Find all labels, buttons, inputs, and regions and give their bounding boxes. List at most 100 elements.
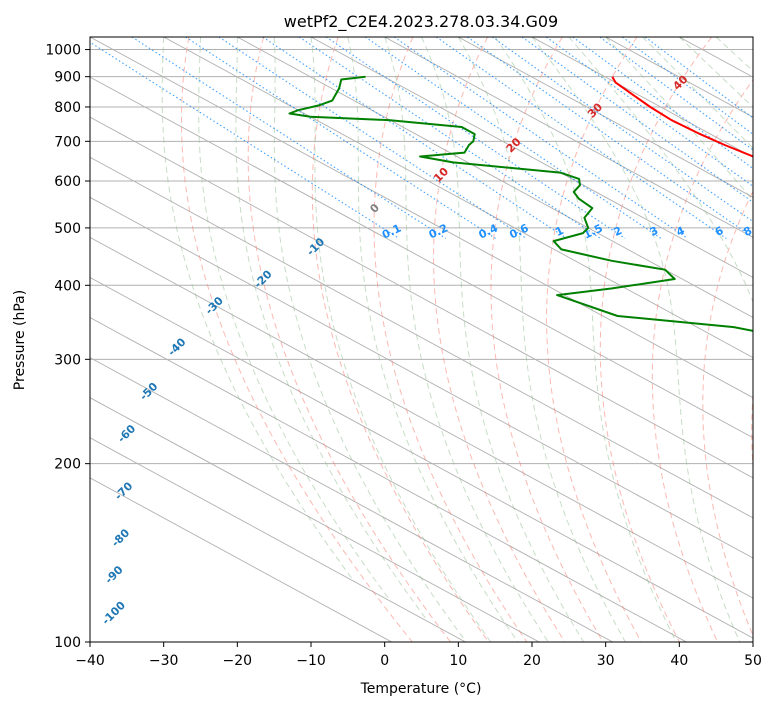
isotherm-line	[458, 37, 753, 198]
dry-adiabat-label: 10	[431, 165, 451, 185]
dry-adiabat-label: -30	[203, 294, 226, 317]
isotherm-line	[90, 116, 753, 479]
isotherm-line	[90, 477, 392, 642]
moist-adiabat-line	[384, 37, 549, 642]
isotherm-line	[90, 37, 753, 399]
x-tick-label: 40	[670, 653, 688, 669]
moist-adiabat-line	[273, 37, 467, 642]
mixing-ratio-line	[90, 41, 400, 239]
isotherm-line	[90, 317, 687, 642]
mixing-ratio-line	[325, 37, 626, 239]
moist-adiabat-line	[531, 37, 741, 642]
dry-adiabat-line	[490, 37, 604, 642]
y-tick-label: 400	[54, 278, 81, 294]
mixing-ratio-line	[185, 37, 496, 239]
isotherm-line	[90, 357, 613, 642]
dry-adiabat-line	[373, 37, 528, 642]
mixing-ratio-line	[218, 37, 527, 239]
dry-adiabat-label: 30	[585, 100, 605, 120]
dry-adiabat-line	[651, 78, 753, 642]
isotherm-line	[90, 437, 466, 642]
mixing-ratio-label: 6	[713, 224, 726, 239]
dry-adiabat-label: -80	[109, 526, 132, 549]
isotherm-line	[679, 37, 753, 78]
mixing-ratio-line	[298, 37, 601, 239]
dry-adiabat-label: -70	[112, 479, 135, 502]
mixing-ratio-label: 0.6	[507, 221, 530, 241]
moist-adiabat-line	[715, 37, 753, 72]
mixing-ratio-line	[131, 37, 446, 239]
background-lines	[90, 37, 753, 642]
isotherm-line	[310, 37, 753, 278]
x-tick-label: 20	[523, 653, 541, 669]
mixing-ratio-label: 0.2	[427, 221, 450, 241]
mixing-ratio-label: 8	[742, 224, 754, 239]
isotherm-line	[90, 196, 753, 559]
isotherm-line	[237, 37, 753, 319]
isotherm-line	[90, 236, 753, 599]
moist-adiabat-line	[161, 37, 355, 582]
x-tick-label: 30	[597, 653, 615, 669]
x-tick-label: 10	[449, 653, 467, 669]
moist-adiabat-line	[494, 37, 677, 642]
isotherm-line	[752, 37, 753, 38]
y-tick-label: 100	[54, 635, 81, 651]
mixing-ratio-line	[545, 37, 753, 187]
x-tick-label: −40	[75, 653, 105, 669]
mixing-ratio-line	[521, 37, 753, 203]
x-tick-label: 0	[380, 653, 389, 669]
y-tick-label: 800	[54, 100, 81, 116]
dry-adiabat-label: -10	[304, 235, 327, 258]
moist-adiabat-line	[457, 37, 626, 642]
mixing-ratio-line	[572, 37, 753, 170]
isotherm-line	[90, 76, 753, 439]
temperature-profile-line	[611, 76, 753, 158]
y-tick-label: 300	[54, 352, 81, 368]
dry-adiabat-label: -50	[137, 380, 160, 403]
isotherm-line	[90, 156, 753, 519]
moist-adiabat-line	[421, 37, 585, 642]
dry-adiabat-label: -40	[165, 335, 188, 358]
mixing-ratio-label: 0.4	[477, 221, 500, 241]
moist-adiabat-line	[678, 37, 753, 108]
y-tick-label: 200	[54, 457, 81, 473]
mixing-ratio-line	[262, 37, 568, 239]
isotherm-line	[90, 276, 753, 639]
x-tick-label: −10	[296, 653, 326, 669]
axis-ticks: −40 −30 −20 −10 0 10 20 30 40 50 100 200 300 400 500 6 0…	[45, 43, 762, 669]
dewpoint-profile-line	[288, 75, 753, 332]
dry-adiabat-line	[545, 37, 642, 642]
dry-adiabat-label: -90	[102, 563, 125, 586]
isotherm-line	[384, 37, 753, 238]
dry-adiabat-line	[433, 37, 566, 642]
moist-adiabat-line	[605, 37, 753, 202]
dry-adiabat-line	[599, 37, 713, 642]
moist-adiabat-line	[198, 37, 390, 600]
dry-adiabat-label: -60	[115, 422, 138, 445]
y-tick-label: 700	[54, 134, 81, 150]
isotherm-line	[90, 397, 540, 642]
chart-title: wetPf2_C2E4.2023.278.03.34.G09	[284, 12, 558, 32]
x-tick-label: −20	[223, 653, 253, 669]
dry-adiabat-line	[751, 388, 753, 473]
mixing-ratio-label: 0.1	[380, 222, 403, 242]
dry-adiabat-line	[181, 37, 413, 642]
mixing-ratio-label: 10	[761, 222, 775, 240]
y-tick-label: 500	[54, 221, 81, 237]
x-tick-label: −30	[149, 653, 179, 669]
moist-adiabat-line	[235, 37, 428, 622]
dry-adiabat-line	[247, 37, 451, 642]
isotherm-line	[605, 37, 753, 118]
plot-frame	[89, 36, 754, 643]
series-lines	[288, 75, 753, 332]
moist-adiabat-line	[568, 37, 753, 304]
moist-adiabat-line	[347, 37, 519, 642]
x-tick-label: 50	[744, 653, 762, 669]
mixing-ratio-line	[393, 37, 688, 239]
moist-adiabat-line	[642, 37, 753, 149]
isotherm-line	[531, 37, 753, 158]
moist-adiabat-line	[310, 37, 492, 642]
y-tick-label: 1000	[45, 43, 81, 59]
mixing-ratio-line	[599, 37, 753, 151]
